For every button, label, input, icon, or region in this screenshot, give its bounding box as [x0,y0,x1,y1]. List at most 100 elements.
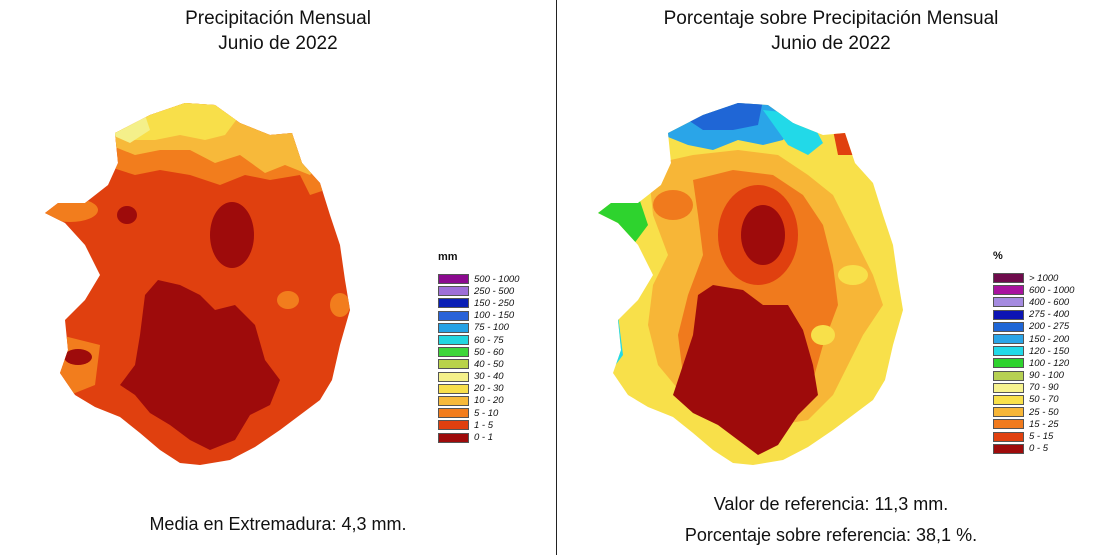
left-legend-row: 500 - 1000 [438,273,519,285]
left-legend-row: 60 - 75 [438,334,519,346]
right-legend-label: 15 - 25 [1029,418,1059,430]
left-legend: mm 500 - 1000 250 - 500 150 - 250 100 - 150… [438,251,519,444]
left-legend-swatch [438,310,469,321]
left-legend-label: 250 - 500 [474,285,515,297]
right-legend-swatch [993,346,1024,357]
right-legend-label: 150 - 200 [1029,333,1070,345]
right-legend: % > 1000 600 - 1000 400 - 600 275 - 400 200 … [993,250,1074,455]
left-legend-label: 75 - 100 [474,322,509,334]
left-legend-label: 60 - 75 [474,334,504,346]
left-legend-row: 30 - 40 [438,371,519,383]
left-legend-label: 10 - 20 [474,395,504,407]
right-legend-label: 5 - 15 [1029,431,1054,443]
left-legend-label: 500 - 1000 [474,273,520,285]
right-legend-label: > 1000 [1029,272,1059,284]
left-legend-swatch [438,322,469,333]
left-legend-row: 150 - 250 [438,297,519,309]
right-legend-label: 120 - 150 [1029,345,1070,357]
right-legend-row: 25 - 50 [993,406,1074,418]
left-legend-swatch [438,298,469,309]
left-legend-label: 30 - 40 [474,371,504,383]
right-legend-swatch [993,273,1024,284]
right-legend-row: 120 - 150 [993,345,1074,357]
right-legend-row: 5 - 15 [993,430,1074,442]
left-legend-swatch [438,432,469,443]
right-legend-row: 90 - 100 [993,370,1074,382]
right-legend-row: 400 - 600 [993,296,1074,308]
left-legend-row: 40 - 50 [438,358,519,370]
right-legend-label: 0 - 5 [1029,443,1049,455]
right-footer-percentage: Porcentaje sobre referencia: 38,1 %. [684,525,978,545]
left-legend-label: 40 - 50 [474,358,504,370]
right-legend-row: 100 - 120 [993,357,1074,369]
right-legend-label: 400 - 600 [1029,296,1070,308]
right-legend-row: 15 - 25 [993,418,1074,430]
left-legend-row: 0 - 1 [438,431,519,443]
left-footer-mean: Media en Extremadura: 4,3 mm. [149,514,407,534]
left-title: Precipitación Mensual [185,8,371,29]
percentage-map [598,103,903,465]
left-legend-swatch [438,347,469,358]
right-legend-label: 200 - 275 [1029,321,1070,333]
right-legend-label: 100 - 120 [1029,357,1070,369]
right-legend-title: % [993,250,1003,262]
right-legend-row: 70 - 90 [993,382,1074,394]
left-legend-row: 75 - 100 [438,322,519,334]
left-legend-label: 5 - 10 [474,407,499,419]
right-legend-swatch [993,370,1024,381]
right-legend-swatch [993,431,1024,442]
right-legend-row: 600 - 1000 [993,284,1074,296]
right-legend-row: > 1000 [993,272,1074,284]
left-legend-row: 1 - 5 [438,419,519,431]
right-legend-row: 150 - 200 [993,333,1074,345]
left-legend-row: 100 - 150 [438,310,519,322]
left-subtitle: Junio de 2022 [218,33,338,54]
left-legend-row: 5 - 10 [438,407,519,419]
right-legend-swatch [993,443,1024,454]
right-footer-reference: Valor de referencia: 11,3 mm. [713,494,949,514]
right-legend-swatch [993,419,1024,430]
right-legend-swatch [993,334,1024,345]
left-legend-swatch [438,383,469,394]
left-legend-label: 50 - 60 [474,346,504,358]
right-legend-row: 275 - 400 [993,309,1074,321]
precipitation-map [45,103,350,465]
left-legend-swatch [438,395,469,406]
left-legend-label: 1 - 5 [474,419,494,431]
right-legend-swatch [993,358,1024,369]
right-legend-label: 275 - 400 [1029,309,1070,321]
left-legend-row: 250 - 500 [438,285,519,297]
right-legend-label: 600 - 1000 [1029,284,1075,296]
left-legend-swatch [438,286,469,297]
right-legend-swatch [993,285,1024,296]
right-legend-swatch [993,321,1024,332]
left-legend-swatch [438,408,469,419]
right-legend-swatch [993,394,1024,405]
right-legend-swatch [993,309,1024,320]
right-title: Porcentaje sobre Precipitación Mensual [663,8,999,29]
right-subtitle: Junio de 2022 [771,33,891,54]
left-legend-swatch [438,335,469,346]
left-legend-swatch [438,371,469,382]
percentage-panel: Porcentaje sobre Precipitación Mensual J… [557,0,1110,555]
precipitation-panel: Precipitación Mensual Junio de 2022 [45,8,519,534]
left-legend-title: mm [438,251,458,263]
right-legend-row: 0 - 5 [993,443,1074,455]
right-legend-row: 50 - 70 [993,394,1074,406]
left-legend-swatch [438,420,469,431]
right-legend-label: 50 - 70 [1029,394,1059,406]
right-legend-swatch [993,382,1024,393]
left-legend-row: 50 - 60 [438,346,519,358]
left-legend-row: 10 - 20 [438,395,519,407]
left-legend-label: 150 - 250 [474,297,515,309]
right-legend-swatch [993,407,1024,418]
left-legend-swatch [438,359,469,370]
panel-divider [556,0,557,555]
left-legend-row: 20 - 30 [438,383,519,395]
right-legend-label: 90 - 100 [1029,370,1064,382]
right-legend-label: 25 - 50 [1029,406,1059,418]
right-legend-label: 70 - 90 [1029,382,1059,394]
right-legend-swatch [993,297,1024,308]
right-legend-row: 200 - 275 [993,321,1074,333]
left-legend-label: 20 - 30 [474,383,504,395]
